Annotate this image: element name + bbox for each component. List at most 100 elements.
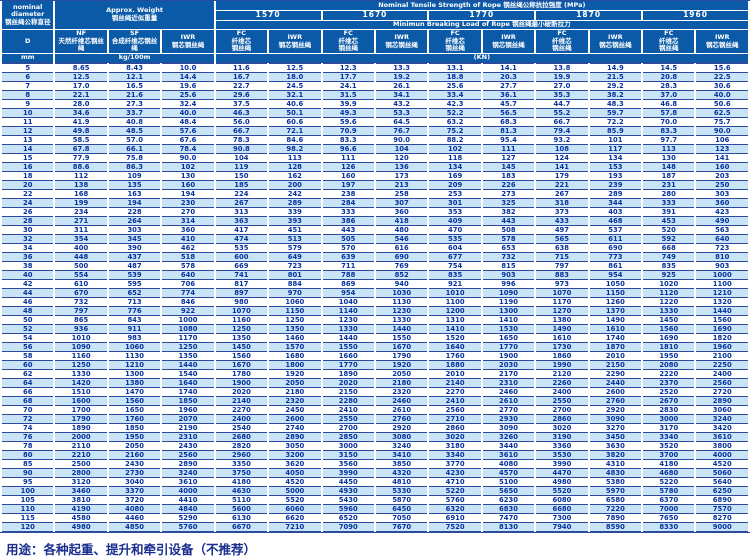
cell-value: 980 — [215, 298, 268, 307]
cell-value: 7470 — [482, 514, 535, 523]
approx-weight-en: Approx. Weight — [106, 6, 163, 15]
cell-value: 48.5 — [108, 127, 161, 136]
table-row: 62 1330 1300 1540 1780 1920 1890 2050 2010 2170 21… — [2, 370, 748, 379]
cell-value: 1010 — [55, 334, 107, 343]
cell-value: 1610 — [589, 325, 642, 334]
cell-value: 53.3 — [375, 109, 428, 118]
cell-value: 148 — [643, 163, 695, 172]
cell-value: 2560 — [162, 451, 214, 460]
table-row: 52 936 911 1080 1250 1350 1330 1440 1410 1530 1490… — [2, 325, 748, 334]
cell-value: 86.3 — [108, 163, 161, 172]
cell-value: 6830 — [482, 505, 535, 514]
cell-value: 4570 — [482, 469, 535, 478]
cell-value: 267 — [215, 199, 268, 208]
cell-value: 289 — [589, 190, 642, 199]
cell-value: 2550 — [536, 397, 588, 406]
cell-value: 539 — [108, 271, 161, 280]
cell-value: 2010 — [589, 352, 642, 361]
cell-value: 120 — [375, 154, 428, 163]
cell-value: 46.8 — [643, 100, 695, 109]
cell-value: 271 — [55, 217, 107, 226]
column-header-iwr: IWR 钢芯钢丝绳 — [696, 30, 748, 54]
cell-value: 546 — [375, 235, 428, 244]
table-row: 95 3120 3040 3610 4180 4520 4450 4810 4710 5100 49… — [2, 478, 748, 487]
cell-value: 75.7 — [696, 118, 748, 127]
cell-value: 6320 — [429, 505, 481, 514]
cell-diameter: 120 — [2, 523, 54, 532]
cell-value: 6230 — [482, 496, 535, 505]
cell-value: 670 — [55, 289, 107, 298]
table-row: 16 88.6 86.3 102 119 128 126 136 134 145 141 153 148… — [2, 163, 748, 172]
table-row: 8 22.1 21.6 25.6 29.6 32.1 31.5 34.1 33.4 36.1 35.… — [2, 91, 748, 100]
cell-value: 1560 — [696, 316, 748, 325]
cell-value: 3700 — [643, 451, 695, 460]
cell-value: 168 — [55, 190, 107, 199]
cell-value: 95.4 — [482, 136, 535, 145]
cell-value: 118 — [429, 154, 481, 163]
cell-value: 3800 — [696, 442, 748, 451]
cell-value: 303 — [108, 226, 161, 235]
cell-value: 3040 — [108, 478, 161, 487]
cell-value: 3370 — [108, 487, 161, 496]
cell-value: 1670 — [375, 343, 428, 352]
cell-value: 1380 — [108, 379, 161, 388]
cell-value: 5960 — [322, 505, 374, 514]
cell-value: 2210 — [55, 451, 107, 460]
cell-value: 3200 — [269, 451, 321, 460]
cell-value: 78.3 — [215, 136, 268, 145]
cell-value: 1010 — [429, 289, 481, 298]
cell-value: 1900 — [482, 352, 535, 361]
cell-value: 4180 — [643, 460, 695, 469]
cell-value: 7570 — [696, 505, 748, 514]
header-title-row: nominal diameter 钢丝绳公称直径 Approx. Weight … — [2, 1, 748, 30]
cell-value: 1060 — [108, 343, 161, 352]
column-header-fc: FC 纤维芯 钢丝绳 — [322, 30, 374, 54]
cell-value: 869 — [322, 280, 374, 289]
cell-value: 104 — [215, 154, 268, 163]
cell-value: 373 — [536, 208, 588, 217]
cell-value: 480 — [375, 226, 428, 235]
cell-value: 1670 — [215, 361, 268, 370]
table-row: 44 670 652 774 897 970 954 1030 1010 1090 1070 1150… — [2, 289, 748, 298]
table-row: 42 610 595 706 817 884 869 940 921 996 973 1050 1020… — [2, 280, 748, 289]
cell-value: 4000 — [162, 487, 214, 496]
cell-value: 2260 — [536, 379, 588, 388]
cell-value: 3750 — [215, 469, 268, 478]
cell-value: 1660 — [322, 352, 374, 361]
cell-value: 1550 — [322, 343, 374, 352]
cell-value: 5520 — [269, 496, 321, 505]
cell-value: 410 — [162, 235, 214, 244]
cell-value: 487 — [108, 262, 161, 271]
cell-diameter: 14 — [2, 145, 54, 154]
cell-value: 4810 — [375, 478, 428, 487]
cell-value: 2460 — [375, 397, 428, 406]
cell-value: 3340 — [643, 433, 695, 442]
cell-value: 43.2 — [375, 100, 428, 109]
cell-value: 861 — [589, 262, 642, 271]
cell-value: 1740 — [162, 388, 214, 397]
cell-value: 2430 — [108, 460, 161, 469]
cell-value: 93.2 — [536, 136, 588, 145]
cell-value: 638 — [536, 244, 588, 253]
cell-value: 400 — [55, 244, 107, 253]
cell-value: 2070 — [162, 415, 214, 424]
table-row: 110 4190 4080 4840 5600 6060 5960 6450 6320 6830 6… — [2, 505, 748, 514]
cell-value: 1090 — [482, 289, 535, 298]
cell-value: 3850 — [375, 460, 428, 469]
cell-value: 639 — [322, 253, 374, 262]
cell-value: 1350 — [269, 325, 321, 334]
cell-value: 2430 — [162, 442, 214, 451]
cell-value: 30.6 — [696, 82, 748, 91]
cell-value: 130 — [162, 172, 214, 181]
cell-value: 1860 — [536, 352, 588, 361]
cell-value: 3240 — [696, 415, 748, 424]
cell-value: 713 — [108, 298, 161, 307]
cell-value: 1790 — [375, 352, 428, 361]
cell-value: 2100 — [696, 352, 748, 361]
cell-value: 267 — [536, 190, 588, 199]
cell-value: 810 — [696, 253, 748, 262]
cell-value: 453 — [643, 217, 695, 226]
cell-value: 518 — [162, 253, 214, 262]
cell-value: 33.4 — [429, 91, 481, 100]
